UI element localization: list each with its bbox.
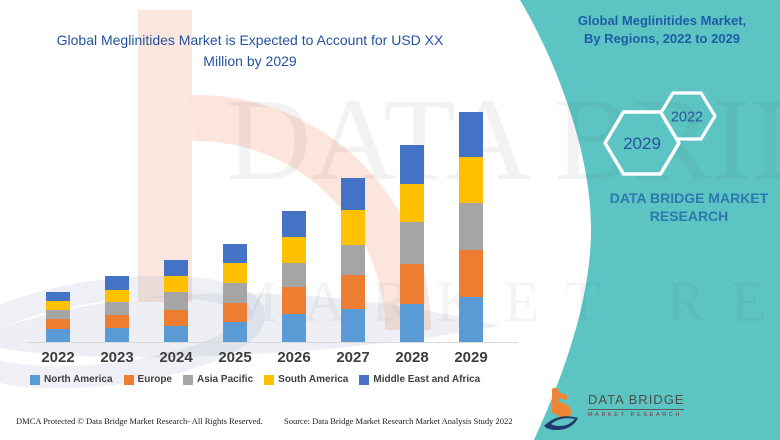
bar-segment-2023-middle-east-and-africa bbox=[105, 276, 129, 290]
legend-label: South America bbox=[278, 374, 349, 385]
bar-segment-2026-europe bbox=[282, 287, 306, 314]
hexagon-2029 bbox=[603, 110, 681, 176]
bar-segment-2027-middle-east-and-africa bbox=[341, 178, 365, 210]
chart-title-line2: Million by 2029 bbox=[203, 53, 297, 69]
bar-segment-2024-north-america bbox=[164, 326, 188, 342]
bar-segment-2022-europe bbox=[46, 319, 70, 329]
bar-segment-2022-middle-east-and-africa bbox=[46, 292, 70, 301]
brand-caption: DATA BRIDGE MARKET RESEARCH bbox=[598, 189, 780, 225]
bar-segment-2027-south-america bbox=[341, 210, 365, 245]
legend-swatch bbox=[123, 374, 134, 385]
x-axis-label-2025: 2025 bbox=[218, 349, 252, 366]
hexagon-2029-label: 2029 bbox=[623, 134, 661, 153]
legend-item-north-america: North America bbox=[30, 374, 113, 385]
bar-segment-2024-middle-east-and-africa bbox=[164, 260, 188, 276]
bar-segment-2026-south-america bbox=[282, 237, 306, 263]
bar-segment-2023-europe bbox=[105, 315, 129, 328]
bar-segment-2028-south-america bbox=[400, 184, 424, 222]
bar-segment-2025-europe bbox=[223, 303, 247, 322]
bar-segment-2026-middle-east-and-africa bbox=[282, 211, 306, 237]
stacked-bar-2029 bbox=[459, 112, 483, 342]
year-hexagons: 2022 2029 bbox=[603, 91, 717, 176]
company-logo-text: DATA BRIDGE MARKET RESEARCH bbox=[588, 392, 685, 418]
chart-title: Global Meglinitides Market is Expected t… bbox=[20, 30, 480, 72]
company-logo: DATA BRIDGE MARKET RESEARCH bbox=[542, 386, 685, 434]
legend-swatch bbox=[30, 374, 40, 385]
company-logo-icon bbox=[544, 388, 578, 430]
legend-swatch bbox=[183, 374, 193, 385]
legend-item-europe: Europe bbox=[123, 374, 172, 385]
brand-caption-line1: DATA BRIDGE MARKET bbox=[609, 190, 769, 206]
bar-segment-2027-north-america bbox=[341, 309, 365, 342]
bar-segment-2022-south-america bbox=[46, 301, 70, 310]
legend-label: Europe bbox=[137, 374, 172, 385]
legend-item-asia-pacific: Asia Pacific bbox=[183, 374, 253, 385]
bar-segment-2027-asia-pacific bbox=[341, 245, 365, 275]
bar-segment-2026-north-america bbox=[282, 314, 306, 342]
bar-segment-2029-asia-pacific bbox=[459, 203, 483, 250]
stacked-bar-2024 bbox=[164, 260, 188, 342]
bar-segment-2028-asia-pacific bbox=[400, 222, 424, 264]
side-panel-title-line2: By Regions, 2022 to 2029 bbox=[583, 31, 741, 47]
bar-segment-2024-south-america bbox=[164, 276, 188, 292]
legend-item-middle-east-and-africa: Middle East and Africa bbox=[359, 374, 480, 385]
company-logo-name: DATA BRIDGE bbox=[588, 392, 685, 410]
bar-segment-2024-europe bbox=[164, 310, 188, 326]
footer-source: Source: Data Bridge Market Research Mark… bbox=[284, 416, 513, 426]
bar-segment-2028-europe bbox=[400, 264, 424, 304]
bar-segment-2028-north-america bbox=[400, 304, 424, 342]
bar-segment-2029-south-america bbox=[459, 157, 483, 203]
bar-segment-2022-asia-pacific bbox=[46, 310, 70, 319]
company-logo-subtitle: MARKET RESEARCH bbox=[588, 412, 682, 418]
stacked-bar-2028 bbox=[400, 145, 424, 342]
side-panel-title: Global Meglinitides Market, By Regions, … bbox=[548, 12, 776, 48]
stacked-bar-2026 bbox=[282, 211, 306, 342]
bar-segment-2025-north-america bbox=[223, 322, 247, 342]
side-panel-title-line1: Global Meglinitides Market, bbox=[577, 13, 747, 28]
bar-segment-2028-middle-east-and-africa bbox=[400, 145, 424, 184]
footer-copyright: DMCA Protected © Data Bridge Market Rese… bbox=[16, 416, 263, 426]
bar-segment-2029-north-america bbox=[459, 297, 483, 342]
legend-swatch bbox=[264, 374, 275, 385]
bar-segment-2023-asia-pacific bbox=[105, 302, 129, 315]
x-axis-label-2022: 2022 bbox=[41, 349, 75, 366]
bar-segment-2025-south-america bbox=[223, 263, 247, 283]
bar-segment-2026-asia-pacific bbox=[282, 263, 306, 287]
bar-segment-2025-asia-pacific bbox=[223, 283, 247, 303]
legend-swatch bbox=[359, 374, 370, 385]
bar-segment-2022-north-america bbox=[46, 329, 70, 342]
legend-label: Middle East and Africa bbox=[373, 374, 481, 385]
x-axis-label-2029: 2029 bbox=[454, 349, 488, 366]
chart-title-line1: Global Meglinitides Market is Expected t… bbox=[56, 32, 444, 48]
x-axis-label-2023: 2023 bbox=[100, 349, 134, 366]
chart-legend: North America Europe Asia Pacific South Ame… bbox=[30, 374, 480, 385]
x-axis-label-2026: 2026 bbox=[277, 349, 311, 366]
stacked-bar-2023 bbox=[105, 276, 129, 342]
stacked-bar-2022 bbox=[46, 292, 70, 342]
bar-segment-2029-europe bbox=[459, 250, 483, 297]
x-axis-label-2028: 2028 bbox=[395, 349, 429, 366]
bar-segment-2023-south-america bbox=[105, 290, 129, 302]
bar-segment-2024-asia-pacific bbox=[164, 292, 188, 310]
x-axis-line bbox=[26, 342, 518, 343]
brand-caption-line2: RESEARCH bbox=[649, 208, 729, 225]
stacked-bar-2025 bbox=[223, 244, 247, 342]
bar-segment-2027-europe bbox=[341, 275, 365, 309]
bar-segment-2025-middle-east-and-africa bbox=[223, 244, 247, 263]
x-axis-label-2024: 2024 bbox=[159, 349, 193, 366]
legend-label: Asia Pacific bbox=[197, 374, 254, 385]
bar-segment-2029-middle-east-and-africa bbox=[459, 112, 483, 157]
bar-segment-2023-north-america bbox=[105, 328, 129, 342]
stacked-bar-2027 bbox=[341, 178, 365, 342]
legend-label: North America bbox=[44, 374, 113, 385]
legend-item-south-america: South America bbox=[264, 374, 348, 385]
hexagon-2022-label: 2022 bbox=[671, 110, 703, 126]
x-axis-label-2027: 2027 bbox=[336, 349, 370, 366]
